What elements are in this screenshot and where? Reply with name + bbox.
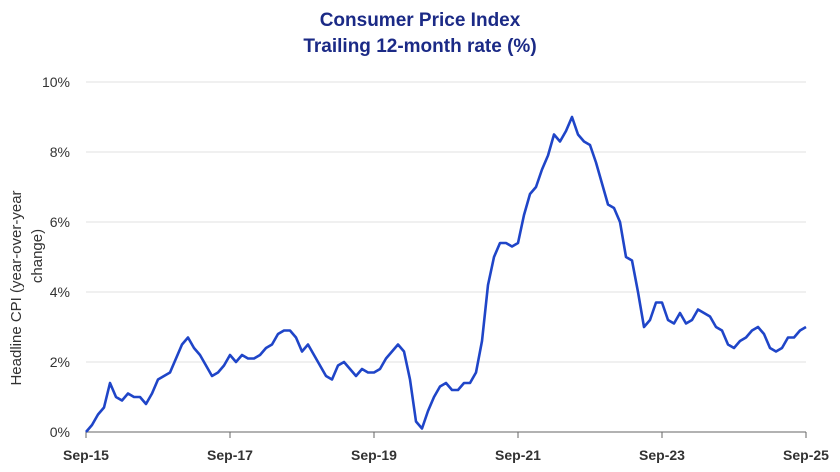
y-tick-label: 10% [42, 74, 70, 90]
cpi-series-line [85, 115, 807, 433]
x-tick-label: Sep-19 [351, 447, 397, 463]
y-tick-label: 2% [50, 354, 70, 370]
chart-title: Consumer Price Index [319, 10, 521, 31]
chart-subtitle: Trailing 12-month rate (%) [303, 36, 537, 57]
y-tick-label: 6% [50, 214, 70, 230]
y-axis-label-line1: Headline CPI (year-over-year [8, 190, 25, 385]
x-tick-label: Sep-15 [63, 447, 109, 463]
y-tick-label: 8% [50, 144, 70, 160]
x-tick-label: Sep-25 [783, 447, 829, 463]
y-tick-label: 0% [50, 424, 70, 440]
x-tick-label: Sep-21 [495, 447, 541, 463]
y-tick-label: 4% [50, 284, 70, 300]
x-tick-label: Sep-17 [207, 447, 253, 463]
y-axis-label-line2: change) [29, 229, 46, 283]
x-tick-label: Sep-23 [639, 447, 685, 463]
